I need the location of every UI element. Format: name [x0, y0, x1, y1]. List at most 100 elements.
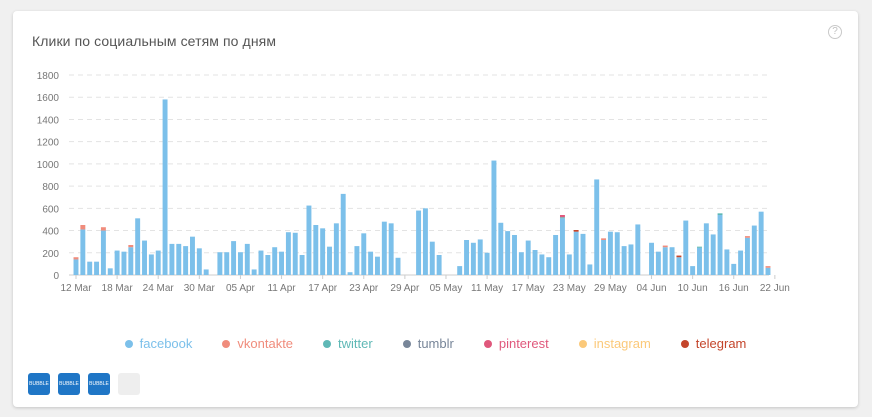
bar-facebook[interactable]: [203, 269, 209, 275]
bar-facebook[interactable]: [505, 231, 511, 275]
bar-facebook[interactable]: [327, 246, 332, 275]
bar-vkontakte[interactable]: [744, 236, 750, 238]
bar-facebook[interactable]: [107, 268, 113, 275]
bar-facebook[interactable]: [285, 232, 291, 275]
legend-item-facebook[interactable]: facebook: [124, 336, 192, 351]
bar-facebook[interactable]: [539, 254, 545, 275]
legend-item-instagram[interactable]: instagram: [578, 336, 651, 351]
bar-facebook[interactable]: [690, 266, 696, 275]
bar-telegram[interactable]: [676, 255, 682, 258]
bar-facebook[interactable]: [196, 248, 202, 275]
bar-facebook[interactable]: [265, 255, 271, 275]
bar-vkontakte[interactable]: [601, 238, 607, 240]
bar-facebook[interactable]: [183, 246, 189, 275]
bar-facebook[interactable]: [299, 255, 305, 275]
bar-facebook[interactable]: [607, 231, 613, 275]
help-icon[interactable]: ?: [828, 25, 842, 39]
bar-twitter[interactable]: [559, 217, 565, 219]
bar-facebook[interactable]: [368, 251, 374, 275]
bar-facebook[interactable]: [635, 224, 641, 275]
bar-facebook[interactable]: [457, 266, 463, 275]
bar-facebook[interactable]: [738, 250, 744, 275]
bar-facebook[interactable]: [751, 225, 757, 275]
bar-facebook[interactable]: [731, 263, 737, 275]
bar-facebook[interactable]: [525, 240, 531, 275]
bar-facebook[interactable]: [333, 223, 339, 275]
thumbnail[interactable]: [118, 373, 140, 395]
bar-facebook[interactable]: [484, 252, 490, 275]
bar-facebook[interactable]: [361, 233, 367, 275]
legend-item-telegram[interactable]: telegram: [680, 336, 746, 351]
bar-facebook[interactable]: [436, 255, 442, 275]
bar-facebook[interactable]: [580, 233, 586, 275]
bar-facebook[interactable]: [758, 211, 764, 275]
bar-vkontakte[interactable]: [80, 225, 86, 230]
bar-facebook[interactable]: [292, 232, 298, 275]
bar-facebook[interactable]: [655, 251, 661, 275]
bar-facebook[interactable]: [114, 250, 120, 275]
bar-facebook[interactable]: [710, 234, 716, 275]
bar-facebook[interactable]: [498, 222, 504, 275]
bar-facebook[interactable]: [169, 243, 175, 275]
bar-facebook[interactable]: [765, 267, 771, 275]
legend-item-twitter[interactable]: twitter: [323, 336, 373, 351]
bar-facebook[interactable]: [279, 251, 285, 275]
bar-vkontakte[interactable]: [73, 257, 79, 260]
bar-facebook[interactable]: [121, 251, 127, 275]
bar-facebook[interactable]: [594, 179, 600, 275]
bar-facebook[interactable]: [306, 205, 312, 275]
bar-vkontakte[interactable]: [662, 245, 668, 248]
bar-facebook[interactable]: [546, 257, 552, 275]
bar-facebook[interactable]: [464, 240, 469, 275]
bar-facebook[interactable]: [422, 208, 428, 275]
bar-vkontakte[interactable]: [128, 245, 134, 248]
bar-facebook[interactable]: [162, 99, 168, 275]
bar-facebook[interactable]: [100, 230, 106, 275]
bar-facebook[interactable]: [724, 249, 730, 275]
bar-facebook[interactable]: [669, 247, 675, 275]
bar-facebook[interactable]: [614, 232, 620, 275]
bar-facebook[interactable]: [621, 246, 627, 275]
bar-facebook[interactable]: [601, 240, 607, 275]
bar-twitter[interactable]: [717, 213, 723, 215]
bar-telegram[interactable]: [573, 230, 579, 232]
bar-facebook[interactable]: [244, 243, 250, 275]
bar-facebook[interactable]: [628, 244, 634, 275]
bar-pinterest[interactable]: [559, 215, 565, 218]
bar-facebook[interactable]: [320, 228, 326, 275]
bar-facebook[interactable]: [340, 193, 346, 275]
bar-facebook[interactable]: [477, 239, 483, 275]
bar-facebook[interactable]: [128, 247, 134, 275]
bar-facebook[interactable]: [142, 240, 147, 275]
bar-facebook[interactable]: [87, 261, 93, 275]
thumbnail[interactable]: BUBBLE: [88, 373, 110, 395]
bar-facebook[interactable]: [676, 257, 682, 275]
bar-facebook[interactable]: [375, 256, 380, 275]
bar-facebook[interactable]: [512, 235, 517, 275]
bar-facebook[interactable]: [388, 223, 394, 275]
bar-facebook[interactable]: [697, 247, 702, 275]
bar-facebook[interactable]: [313, 225, 319, 275]
bar-twitter[interactable]: [697, 246, 702, 248]
bar-facebook[interactable]: [587, 264, 593, 275]
legend-item-vkontakte[interactable]: vkontakte: [222, 336, 293, 351]
bar-facebook[interactable]: [559, 218, 565, 275]
bar-facebook[interactable]: [744, 237, 750, 275]
bar-facebook[interactable]: [703, 223, 709, 275]
bar-facebook[interactable]: [135, 218, 141, 275]
bar-facebook[interactable]: [94, 261, 100, 275]
bar-facebook[interactable]: [231, 241, 237, 275]
bar-facebook[interactable]: [155, 250, 161, 275]
legend-item-pinterest[interactable]: pinterest: [483, 336, 549, 351]
bar-facebook[interactable]: [470, 242, 476, 275]
bar-facebook[interactable]: [395, 257, 401, 275]
thumbnail[interactable]: BUBBLE: [28, 373, 50, 395]
thumbnail[interactable]: BUBBLE: [58, 373, 80, 395]
bar-facebook[interactable]: [237, 252, 243, 275]
bar-facebook[interactable]: [662, 247, 668, 275]
bar-facebook[interactable]: [73, 259, 79, 275]
bar-facebook[interactable]: [80, 229, 86, 275]
bar-facebook[interactable]: [224, 252, 230, 275]
bar-facebook[interactable]: [354, 246, 360, 275]
bar-facebook[interactable]: [176, 243, 182, 275]
